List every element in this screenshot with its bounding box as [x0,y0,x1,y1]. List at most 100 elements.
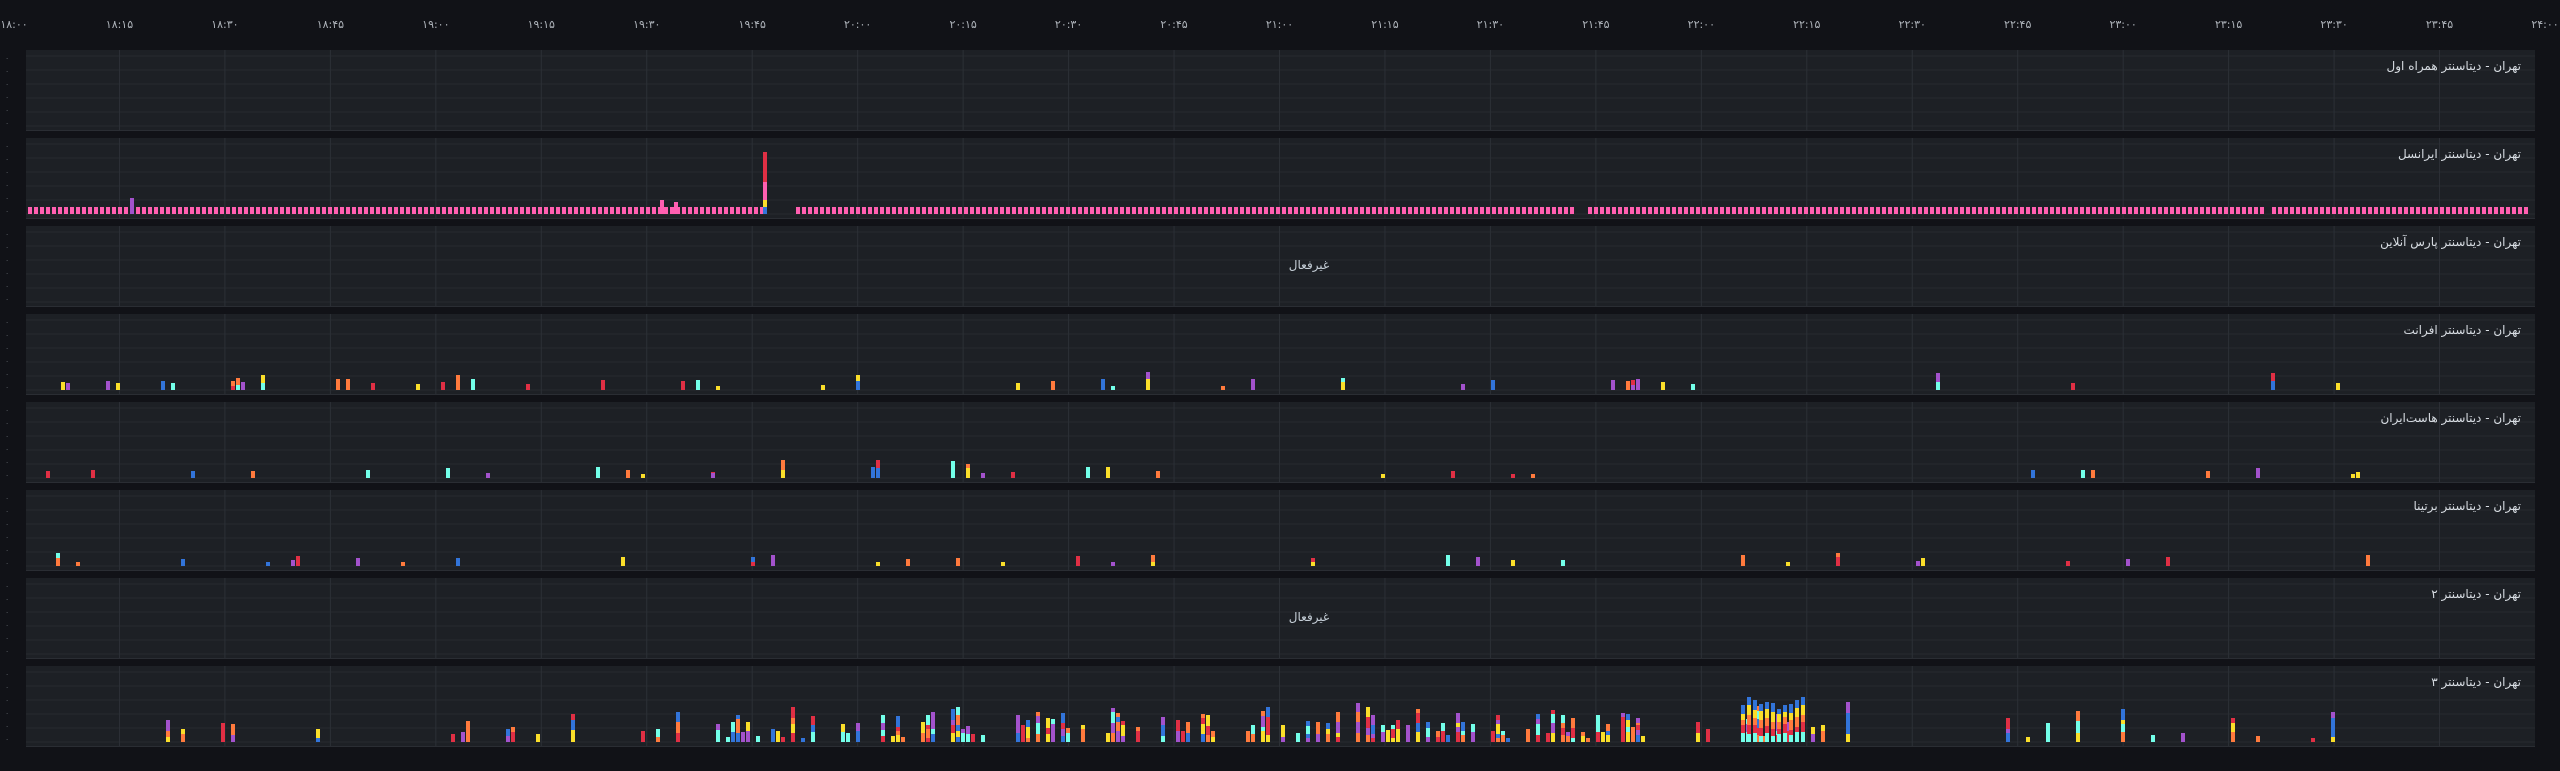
event-bar [1012,207,1016,214]
event-bar [250,207,254,214]
event-bar [601,380,605,390]
event-bar [1146,372,1150,379]
datacenter-panel[interactable]: تهران - دیتاسنتر هاست‌ایران [26,402,2535,483]
event-bar [976,207,980,214]
event-bar [1816,207,1820,214]
event-bar [2512,207,2516,214]
event-bar [1471,724,1475,732]
event-bar [478,207,482,214]
event-bar [641,474,645,478]
event-bar [1021,725,1025,736]
event-bar [838,207,842,214]
datacenter-panel[interactable]: تهران - دیتاسنتر برتینا [26,490,2535,571]
event-bar [676,712,680,722]
event-bar [1840,207,1844,214]
event-bar [2008,207,2012,214]
event-bar [2038,207,2042,214]
event-bar [511,727,515,732]
event-bar [28,207,32,214]
event-bar [1261,716,1265,727]
event-bar [1051,733,1055,742]
event-bar [1316,729,1320,738]
event-bar [808,207,812,214]
event-bar [1138,207,1142,214]
event-bar [1306,726,1310,734]
event-bar [1741,714,1745,720]
panel-status: غیرفعال [1288,610,1330,624]
panel-plot [26,666,2535,746]
event-bar [1206,735,1210,742]
event-bar [1396,720,1400,729]
event-bar [1416,713,1420,723]
y-tick: · [6,296,9,304]
event-bar [681,381,685,390]
event-bar [2050,207,2054,214]
datacenter-panel[interactable]: تهران - دیتاسنتر ۲ غیرفعال [26,578,2535,659]
event-bar [604,207,608,214]
event-bar [926,715,930,725]
event-bar [184,207,188,214]
datacenter-panel[interactable]: تهران - دیتاسنتر ۳ [26,666,2535,747]
event-bar [1759,704,1763,711]
event-bar [791,733,795,742]
datacenter-panel[interactable]: تهران - دیتاسنتر همراه اول [26,50,2535,131]
event-bar [484,207,488,214]
event-bar [1801,732,1805,742]
event-bar [1408,207,1412,214]
event-bar [1336,712,1340,722]
event-bar [2116,207,2120,214]
event-bar [1426,728,1430,737]
event-bar [1270,207,1274,214]
time-tick-label: ۲۳:۴۵ [2425,18,2454,31]
event-bar [771,555,775,566]
panel-title: تهران - دیتاسنتر افرانت [2403,323,2521,337]
event-bar [921,733,925,742]
event-bar [640,207,644,214]
event-bar [1888,207,1892,214]
event-bar [2066,561,2070,566]
event-bar [286,207,290,214]
event-bar [1618,207,1622,214]
event-bar [1414,207,1418,214]
event-bar [1066,733,1070,742]
event-bar [1510,207,1514,214]
event-bar [232,207,236,214]
event-bar [2320,207,2324,214]
event-bar [1678,207,1682,214]
event-bar [2076,733,2080,742]
event-bar [696,380,700,390]
event-bar [1738,207,1742,214]
event-bar [1756,719,1760,728]
event-bar [238,207,242,214]
event-bar [1747,715,1751,725]
event-bar [1126,207,1130,214]
event-bar [364,207,368,214]
time-tick-label: ۲۱:۱۵ [1371,18,1399,31]
event-bar [1121,721,1125,725]
event-bar [1846,724,1850,734]
event-bar [1201,714,1205,718]
datacenter-panel[interactable]: تهران - دیتاسنتر افرانت [26,314,2535,395]
y-tick: · [6,671,9,679]
event-bar [1281,737,1285,742]
event-bar [1341,378,1345,382]
event-bar [1786,731,1790,742]
event-bar [2256,468,2260,478]
event-bar [1461,722,1465,731]
event-bar [1046,728,1050,734]
event-bar [1966,207,1970,214]
event-bar [771,734,775,742]
event-bar [1561,560,1565,566]
event-bar [1480,207,1484,214]
event-bar [1324,207,1328,214]
event-bar [418,207,422,214]
event-bar [940,207,944,214]
datacenter-panel[interactable]: تهران - دیتاسنتر پارس آنلاین غیرفعال [26,226,2535,307]
event-bar [2146,207,2150,214]
datacenter-panel[interactable]: تهران - دیتاسنتر ایرانسل [26,138,2535,219]
event-bar [58,207,62,214]
event-bar [1416,723,1420,732]
event-bar [898,207,902,214]
event-bar [904,207,908,214]
event-bar [118,207,122,214]
